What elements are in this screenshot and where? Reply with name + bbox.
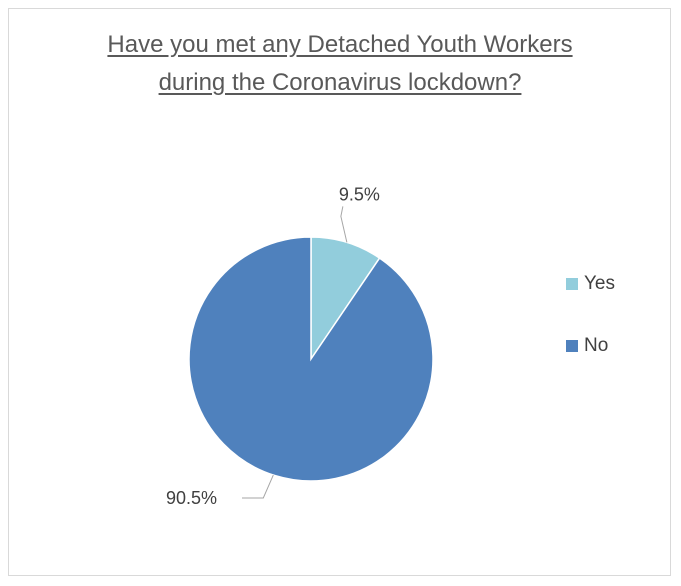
data-label-no: 90.5%: [166, 488, 217, 508]
legend-swatch-no: [566, 340, 578, 352]
leader-line-yes: [340, 206, 348, 243]
legend: Yes No: [566, 270, 615, 394]
pie-slice-no: [188, 236, 434, 482]
legend-swatch-yes: [566, 278, 578, 290]
legend-item-yes: Yes: [566, 270, 615, 298]
chart-title: Have you met any Detached Youth Workers …: [107, 31, 573, 96]
data-label-yes: 9.5%: [339, 184, 380, 204]
legend-label-no: No: [584, 335, 609, 356]
leader-line-no: [242, 474, 274, 499]
legend-label-yes: Yes: [584, 273, 615, 294]
legend-item-no: No: [566, 332, 615, 360]
